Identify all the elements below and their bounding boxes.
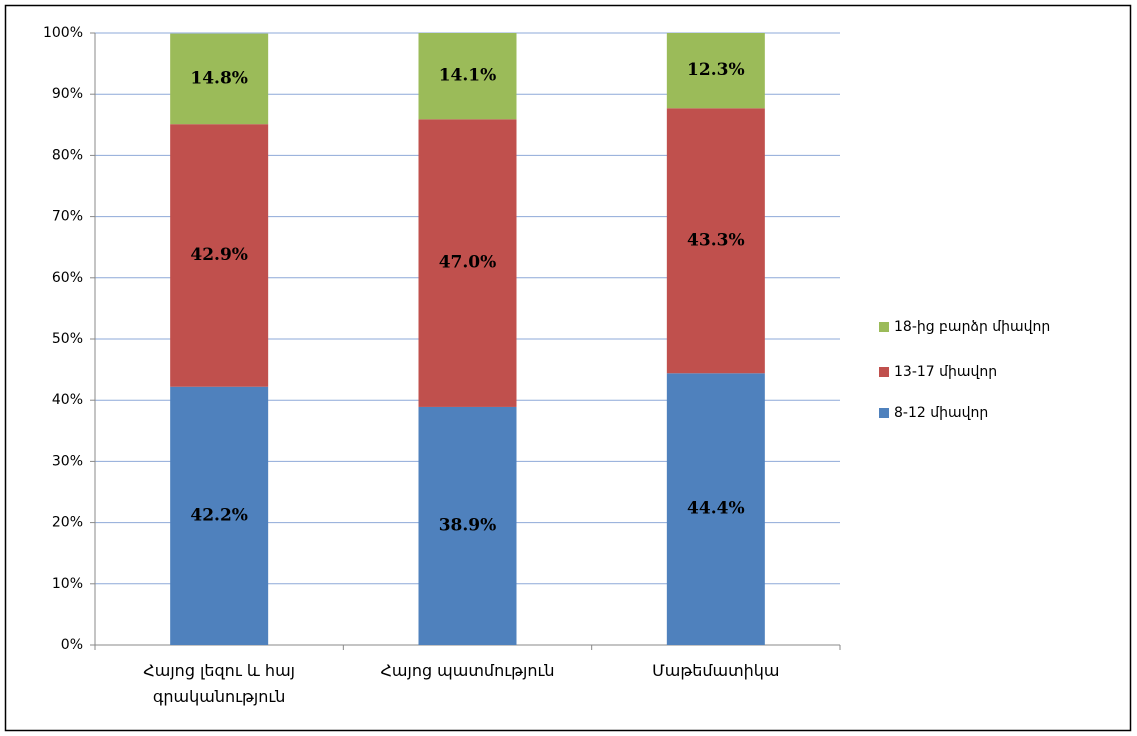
data-label: 43.3% <box>687 230 745 250</box>
y-tick-label: 30% <box>52 453 83 469</box>
bar-segment <box>666 108 765 374</box>
y-tick-label: 80% <box>52 147 83 163</box>
x-tick-label: Հայոց պատմություն <box>380 661 555 680</box>
data-label: 44.4% <box>687 499 745 519</box>
bar-segment <box>666 33 765 109</box>
legend-label: 18-ից բարձր միավոր <box>894 319 1050 335</box>
y-tick-label: 20% <box>52 515 83 531</box>
data-label: 42.2% <box>190 505 248 525</box>
y-tick-label: 40% <box>52 392 83 408</box>
y-tick-label: 10% <box>52 576 83 592</box>
legend-swatch <box>879 322 889 332</box>
legend-label: 8-12 միավոր <box>894 405 988 421</box>
y-tick-label: 0% <box>61 637 83 653</box>
bar-segment <box>170 124 269 387</box>
bar-segment <box>418 119 517 407</box>
legend-swatch <box>879 367 889 377</box>
bar-segment <box>666 373 765 645</box>
y-tick-label: 70% <box>52 209 83 225</box>
bar-segment <box>170 386 269 645</box>
bar-segment <box>170 33 269 125</box>
bar-segment <box>418 33 517 120</box>
data-label: 14.1% <box>439 66 497 86</box>
y-tick-label: 60% <box>52 270 83 286</box>
x-tick-label: Հայոց լեզու և հայ գրականություն <box>143 661 295 706</box>
y-tick-label: 100% <box>43 25 83 41</box>
x-tick-label: Մաթեմատիկա <box>652 661 780 680</box>
legend-swatch <box>879 408 889 418</box>
y-tick-label: 90% <box>52 86 83 102</box>
data-label: 38.9% <box>439 515 497 535</box>
data-label: 12.3% <box>687 60 745 80</box>
legend-label: 13-17 միավոր <box>894 364 997 380</box>
y-tick-label: 50% <box>52 331 83 347</box>
data-label: 14.8% <box>190 68 248 88</box>
bar-segment <box>418 406 517 645</box>
data-label: 47.0% <box>439 253 497 273</box>
data-label: 42.9% <box>190 245 248 265</box>
